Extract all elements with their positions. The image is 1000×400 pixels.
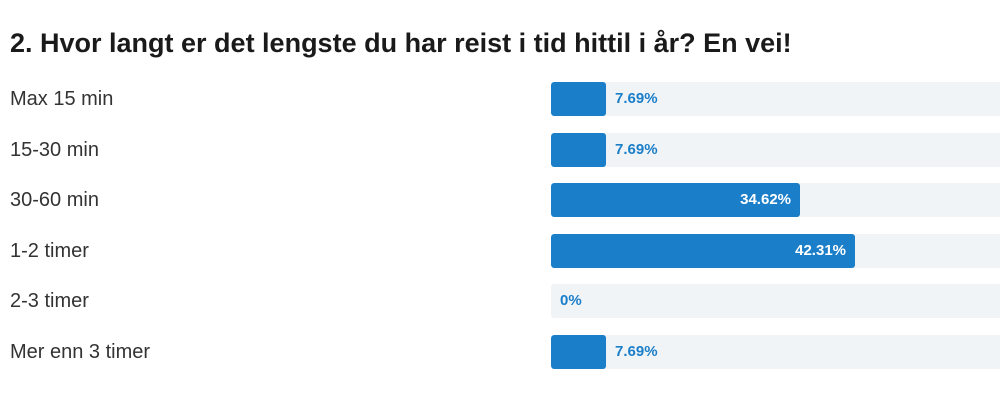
bar-fill <box>551 334 606 369</box>
bar-fill <box>551 132 606 167</box>
answer-label: 1-2 timer <box>10 239 89 262</box>
bar-track: 0% <box>551 284 1000 319</box>
answer-row: 1-2 timer 42.31% <box>0 233 1000 285</box>
answer-label: Mer enn 3 timer <box>10 340 151 363</box>
percentage-label: 7.69% <box>615 342 658 360</box>
percentage-label: 34.62% <box>740 191 791 209</box>
bar-track: 7.69% <box>551 334 1000 369</box>
answer-row: 15-30 min 7.69% <box>0 132 1000 184</box>
bar-track: 42.31% <box>551 233 1000 268</box>
answer-list: Max 15 min 7.69% 15-30 min 7.69% 30-60 min 34… <box>0 82 1000 386</box>
percentage-label: 7.69% <box>615 90 658 107</box>
answer-row: Max 15 min 7.69% <box>0 82 1000 133</box>
bar-fill <box>551 233 855 268</box>
bar-track: 7.69% <box>551 82 1000 116</box>
answer-label: Max 15 min <box>10 88 114 110</box>
answer-label: 2-3 timer <box>10 290 89 313</box>
answer-row: Mer enn 3 timer 7.69% <box>0 334 1000 386</box>
percentage-label: 7.69% <box>615 140 658 158</box>
answer-label: 30-60 min <box>10 189 99 212</box>
percentage-label: 0% <box>560 292 582 310</box>
question-title: 2. Hvor langt er det lengste du har reis… <box>10 28 792 58</box>
bar-track: 34.62% <box>551 183 1000 218</box>
bar-fill <box>551 183 800 218</box>
bar-track: 7.69% <box>551 132 1000 167</box>
answer-row: 30-60 min 34.62% <box>0 183 1000 234</box>
answer-label: 15-30 min <box>10 138 99 161</box>
bar-fill <box>551 82 606 116</box>
percentage-label: 42.31% <box>795 241 846 259</box>
answer-row: 2-3 timer 0% <box>0 284 1000 335</box>
